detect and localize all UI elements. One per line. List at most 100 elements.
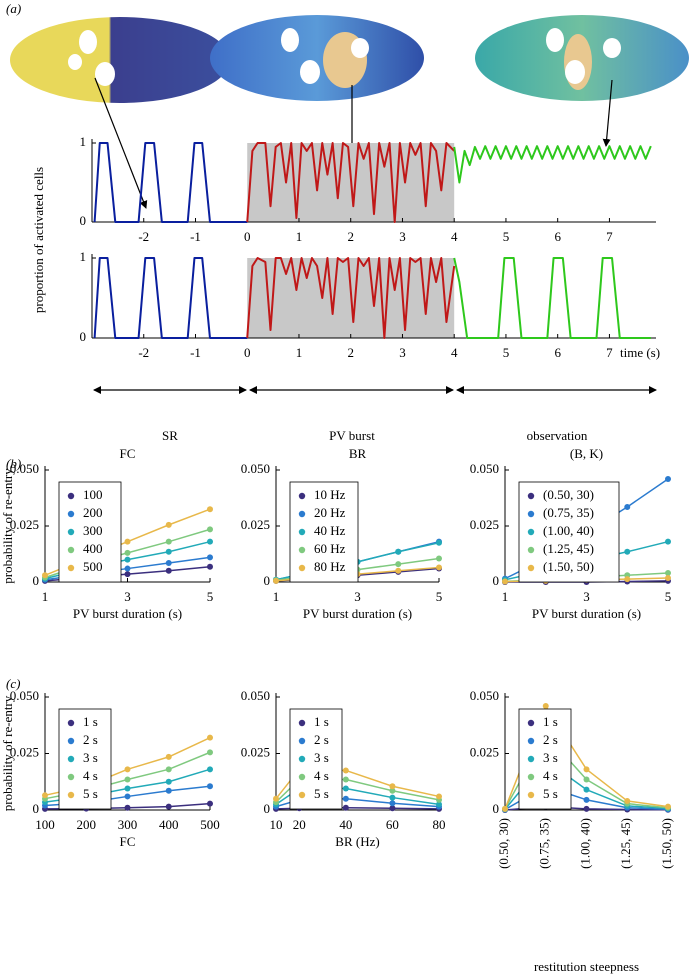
atrium-images	[10, 15, 689, 103]
series-marker	[583, 766, 590, 773]
series-marker	[42, 572, 48, 579]
legend-swatch	[67, 510, 75, 518]
x-tick-label: 100	[35, 817, 55, 832]
legend-label: 5 s	[543, 786, 558, 801]
x-tick-label: 0	[244, 229, 251, 244]
panel-label: (b)	[6, 456, 21, 471]
series-marker	[436, 555, 442, 562]
series-marker	[124, 565, 131, 572]
series-marker	[165, 753, 172, 760]
legend-swatch	[67, 492, 75, 500]
series-line	[93, 142, 248, 223]
legend-swatch	[67, 791, 75, 799]
series-marker	[583, 776, 590, 783]
y-axis-label: probability of re-entry	[0, 468, 15, 584]
x-tick-label: 80	[433, 817, 446, 832]
x-tick-label: 1	[296, 345, 303, 360]
x-tick-label: 7	[606, 229, 613, 244]
series-marker	[665, 570, 671, 577]
legend-swatch	[527, 546, 535, 554]
x-tick-label: (0.50, 30)	[496, 818, 511, 869]
y-tick-label: 1	[80, 249, 87, 264]
series-line	[93, 257, 248, 339]
series-line	[453, 145, 652, 184]
legend-label: 4 s	[83, 768, 98, 783]
series-marker	[342, 785, 349, 792]
x-tick-label: 300	[118, 817, 138, 832]
x-axis-label: time (s)	[620, 345, 660, 360]
x-tick-label: 3	[583, 589, 590, 604]
x-tick-label: (1.00, 40)	[577, 818, 592, 869]
legend-swatch	[67, 528, 75, 536]
legend-label: 60 Hz	[314, 541, 346, 556]
series-marker	[624, 797, 631, 804]
y-axis-label: probability of re-entry	[0, 695, 15, 811]
legend-swatch	[67, 755, 75, 763]
y-tick-label: 0	[264, 801, 271, 816]
series-marker	[124, 538, 131, 545]
legend-swatch	[527, 528, 535, 536]
x-tick-label: -1	[190, 345, 201, 360]
pointer-arrow	[94, 77, 148, 209]
series-marker	[502, 578, 508, 585]
legend-swatch	[298, 528, 306, 536]
x-tick-label: 1	[42, 589, 49, 604]
x-tick-label: 5	[503, 229, 510, 244]
series-marker	[389, 783, 396, 790]
legend-label: 1 s	[83, 714, 98, 729]
x-tick-label: 500	[200, 817, 220, 832]
legend-label: 5 s	[314, 786, 329, 801]
x-tick-label: 4	[451, 229, 458, 244]
legend-swatch	[527, 755, 535, 763]
series-marker	[207, 783, 213, 790]
series-marker	[207, 538, 213, 545]
legend-swatch	[67, 564, 75, 572]
legend-swatch	[527, 737, 535, 745]
legend-box	[289, 708, 343, 810]
legend-label: 500	[83, 559, 103, 574]
x-axis-label: FC	[120, 834, 136, 849]
series-marker	[124, 556, 131, 563]
legend-label: 4 s	[543, 768, 558, 783]
legend-label: 1 s	[543, 714, 558, 729]
y-tick-label: 0.025	[470, 517, 499, 532]
series-marker	[389, 805, 396, 812]
legend-swatch	[67, 719, 75, 727]
series-marker	[165, 766, 172, 773]
series-marker	[165, 559, 172, 566]
series-marker	[124, 793, 131, 800]
series-marker	[124, 766, 131, 773]
x-tick-label: 200	[77, 817, 97, 832]
series-line	[246, 257, 456, 339]
series-marker	[624, 503, 631, 510]
x-tick-label: 2	[347, 345, 354, 360]
series-marker	[207, 563, 213, 570]
x-tick-label: 2	[347, 229, 354, 244]
legend-swatch	[67, 773, 75, 781]
x-tick-label: 0	[244, 345, 251, 360]
legend-swatch	[298, 737, 306, 745]
x-axis-label: PV burst duration (s)	[303, 606, 412, 621]
legend-swatch	[298, 773, 306, 781]
series-marker	[436, 539, 442, 546]
series-marker	[42, 792, 48, 799]
phase-label: SR	[162, 428, 178, 443]
series-marker	[273, 795, 279, 802]
legend-box	[518, 481, 620, 583]
series-marker	[207, 506, 213, 513]
atrium-image	[10, 17, 230, 103]
series-marker	[165, 548, 172, 555]
y-tick-label: 0.050	[241, 461, 270, 476]
legend-label: (0.50, 30)	[543, 487, 594, 502]
legend-label: 5 s	[83, 786, 98, 801]
legend-swatch	[298, 564, 306, 572]
series-marker	[395, 561, 402, 568]
series-marker	[342, 767, 349, 774]
legend-label: 2 s	[543, 732, 558, 747]
series-marker	[207, 526, 213, 533]
x-tick-label: 6	[554, 229, 561, 244]
x-tick-label: (0.75, 35)	[537, 818, 552, 869]
series-marker	[124, 571, 131, 578]
x-tick-label: 60	[386, 817, 399, 832]
